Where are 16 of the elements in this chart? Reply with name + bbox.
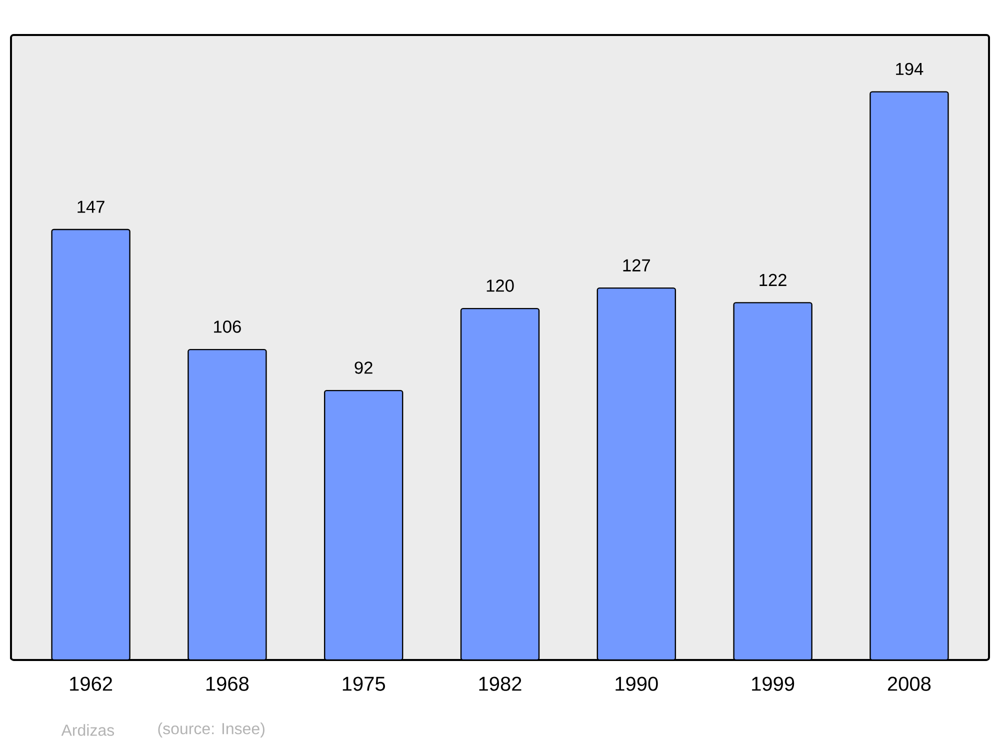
x-tick-label: 1999: [752, 676, 794, 691]
data-label: 122: [760, 274, 786, 286]
x-tick-label: 2008: [888, 676, 931, 691]
data-label: 147: [78, 200, 104, 213]
x-tick-label: 1982: [479, 676, 522, 691]
x-tick-label: 1962: [70, 676, 112, 691]
x-tick-label: 1968: [206, 676, 249, 691]
text: (source: Insee): [158, 722, 264, 738]
text: Ardizas: [61, 724, 114, 736]
data-label: 92: [354, 362, 372, 374]
data-label: 120: [486, 280, 514, 292]
data-label: 106: [214, 320, 241, 333]
data-label: 127: [623, 259, 650, 272]
x-tick-label: 1975: [342, 676, 386, 691]
x-tick-label: 1990: [616, 676, 658, 691]
data-label: 194: [896, 62, 924, 76]
